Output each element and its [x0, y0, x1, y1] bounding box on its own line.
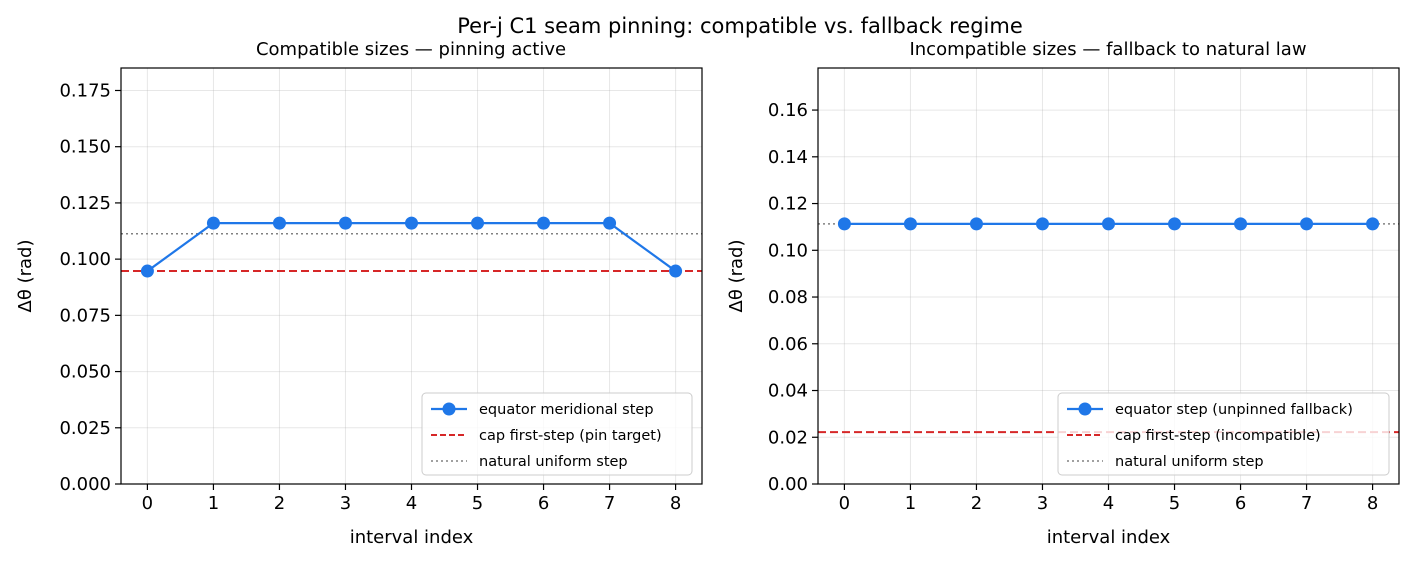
- x-tick-label: 2: [274, 493, 285, 514]
- axes-title: Incompatible sizes — fallback to natural…: [909, 39, 1306, 60]
- data-point: [1102, 217, 1115, 231]
- plot-area: [121, 216, 702, 278]
- chart-panel-1: 0 1 2 3 4 5 6 7 8 0.000 0.025 0.050 0.075 0.100 0.125 0…: [15, 39, 703, 548]
- x-axis-label: interval index: [1047, 527, 1171, 548]
- x-axis-label: interval index: [350, 527, 474, 548]
- charts: 0 1 2 3 4 5 6 7 80.0000.0250.0500.0750.1000.1250…: [15, 39, 1400, 548]
- y-tick-label: 0.150: [59, 137, 111, 158]
- data-point: [1366, 217, 1380, 231]
- data-point: [1168, 217, 1182, 231]
- y-tick-label: 0.00: [768, 474, 808, 495]
- data-point: [272, 216, 286, 230]
- x-tick-label: 8: [1367, 493, 1378, 514]
- data-point: [603, 216, 617, 230]
- y-tick-label: 0.06: [768, 334, 808, 355]
- data-point: [837, 217, 851, 231]
- y-tick-label: 0.16: [768, 100, 808, 121]
- legend: equator meridional step cap first-step (p…: [421, 392, 693, 476]
- data-point: [537, 216, 551, 230]
- x-tick-label: 0: [839, 493, 850, 514]
- legend-label: equator step (unpinned fallback): [1115, 402, 1353, 418]
- x-tick-label: 1: [905, 493, 916, 514]
- y-tick-label: 0.000: [59, 474, 111, 495]
- legend-label: natural uniform step: [1115, 454, 1264, 470]
- figure-suptitle: Per-j C1 seam pinning: compatible vs. fa…: [457, 14, 1023, 38]
- y-tick-label: 0.02: [768, 427, 808, 448]
- data-point: [969, 217, 983, 231]
- y-tick-label: 0.075: [59, 305, 111, 326]
- data-point: [405, 216, 418, 230]
- legend-box: [1057, 392, 1390, 476]
- chart-panel-2: 0 1 2 3 4 5 6 7 8 0.00 0.02 0.04 0.06 0.08 0.10 0.12 0.1…: [726, 39, 1400, 548]
- x-tick-label: 1: [208, 493, 219, 514]
- plot-area: [818, 217, 1399, 434]
- y-tick-label: 0.10: [768, 240, 808, 261]
- data-point: [140, 264, 154, 278]
- y-tick-label: 0.08: [768, 287, 808, 308]
- legend-label: natural uniform step: [479, 454, 628, 470]
- data-point: [1300, 217, 1314, 231]
- legend-handle-marker: [442, 402, 456, 416]
- x-tick-label: 3: [340, 493, 351, 514]
- y-axis-label: Δθ (rad): [15, 240, 36, 313]
- data-point: [903, 217, 917, 231]
- data-point: [1035, 217, 1049, 231]
- x-tick-label: 8: [670, 493, 681, 514]
- x-tick-label: 5: [1169, 493, 1180, 514]
- x-tick-label: 4: [406, 493, 417, 514]
- legend-label: cap first-step (pin target): [479, 428, 662, 444]
- y-axis-label: Δθ (rad): [726, 240, 747, 313]
- legend: equator step (unpinned fallback) cap firs…: [1057, 392, 1390, 476]
- y-tick-label: 0.125: [59, 193, 111, 214]
- x-tick-label: 7: [604, 493, 615, 514]
- legend-box: [421, 392, 693, 476]
- y-tick-label: 0.14: [768, 147, 808, 168]
- x-tick-label: 6: [1235, 493, 1246, 514]
- data-point: [471, 216, 485, 230]
- y-tick-label: 0.025: [59, 418, 111, 439]
- data-point: [338, 216, 352, 230]
- x-tick-label: 3: [1037, 493, 1048, 514]
- x-tick-label: 4: [1103, 493, 1114, 514]
- legend-label: equator meridional step: [479, 402, 654, 418]
- y-tick-label: 0.04: [768, 381, 808, 402]
- legend-handle-marker: [1078, 402, 1092, 416]
- axes-title: Compatible sizes — pinning active: [256, 39, 566, 60]
- data-point: [669, 264, 683, 278]
- y-tick-label: 0.050: [59, 362, 111, 383]
- x-tick-label: 6: [538, 493, 549, 514]
- x-tick-label: 7: [1301, 493, 1312, 514]
- x-tick-label: 0: [142, 493, 153, 514]
- y-tick-label: 0.100: [59, 249, 111, 270]
- x-tick-label: 5: [472, 493, 483, 514]
- y-tick-label: 0.175: [59, 80, 111, 101]
- y-tick-label: 0.12: [768, 194, 808, 215]
- x-tick-label: 2: [971, 493, 982, 514]
- legend-label: cap first-step (incompatible): [1115, 428, 1321, 444]
- data-point: [1234, 217, 1248, 231]
- data-point: [206, 216, 220, 230]
